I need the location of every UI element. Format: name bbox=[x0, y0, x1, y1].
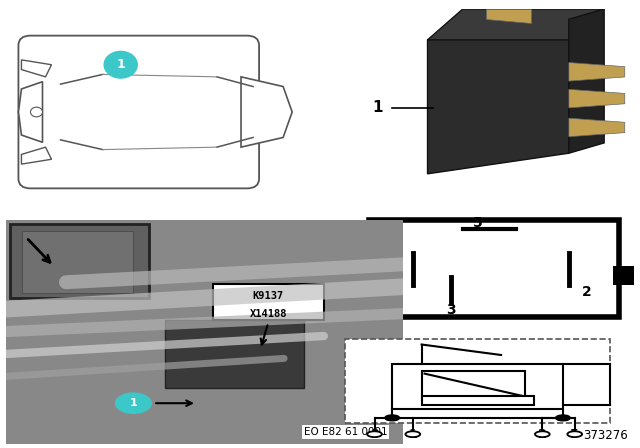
Polygon shape bbox=[569, 9, 604, 153]
Bar bbox=[212, 284, 324, 320]
Circle shape bbox=[115, 393, 151, 413]
Text: 2: 2 bbox=[538, 428, 547, 441]
Polygon shape bbox=[21, 147, 51, 164]
FancyBboxPatch shape bbox=[19, 36, 259, 188]
Text: K9137: K9137 bbox=[253, 291, 284, 301]
Text: EO E82 61 0001: EO E82 61 0001 bbox=[304, 427, 387, 437]
Text: 1: 1 bbox=[129, 398, 137, 408]
Polygon shape bbox=[569, 63, 625, 81]
Text: 1: 1 bbox=[408, 428, 417, 441]
Bar bbox=[10, 224, 149, 298]
Polygon shape bbox=[569, 89, 625, 108]
Text: 3: 3 bbox=[370, 428, 379, 441]
Text: 1: 1 bbox=[372, 100, 383, 116]
Polygon shape bbox=[19, 82, 42, 142]
Bar bbox=[422, 396, 534, 405]
Polygon shape bbox=[569, 118, 625, 137]
Bar bbox=[369, 220, 619, 317]
Polygon shape bbox=[428, 9, 604, 40]
Circle shape bbox=[104, 52, 137, 78]
Circle shape bbox=[406, 431, 420, 437]
Bar bbox=[422, 371, 525, 397]
Polygon shape bbox=[428, 19, 569, 174]
Circle shape bbox=[535, 431, 550, 437]
Circle shape bbox=[556, 415, 570, 421]
Text: 1: 1 bbox=[387, 285, 397, 299]
Bar bbox=[392, 364, 563, 409]
Bar bbox=[613, 266, 634, 285]
Polygon shape bbox=[21, 60, 51, 77]
Text: 5: 5 bbox=[570, 428, 579, 441]
Text: 2: 2 bbox=[582, 285, 591, 299]
Text: X14188: X14188 bbox=[250, 309, 287, 319]
Text: 5: 5 bbox=[473, 215, 483, 229]
Circle shape bbox=[367, 431, 382, 437]
Polygon shape bbox=[241, 77, 292, 147]
Text: 3: 3 bbox=[446, 303, 456, 317]
Circle shape bbox=[568, 431, 582, 437]
Circle shape bbox=[31, 107, 42, 117]
Circle shape bbox=[385, 415, 399, 421]
Bar bbox=[22, 231, 133, 293]
Bar bbox=[345, 339, 610, 422]
Text: 1: 1 bbox=[116, 58, 125, 71]
Text: 373276: 373276 bbox=[583, 429, 628, 442]
Bar bbox=[165, 320, 304, 388]
Bar bbox=[339, 258, 374, 277]
Polygon shape bbox=[486, 9, 531, 23]
